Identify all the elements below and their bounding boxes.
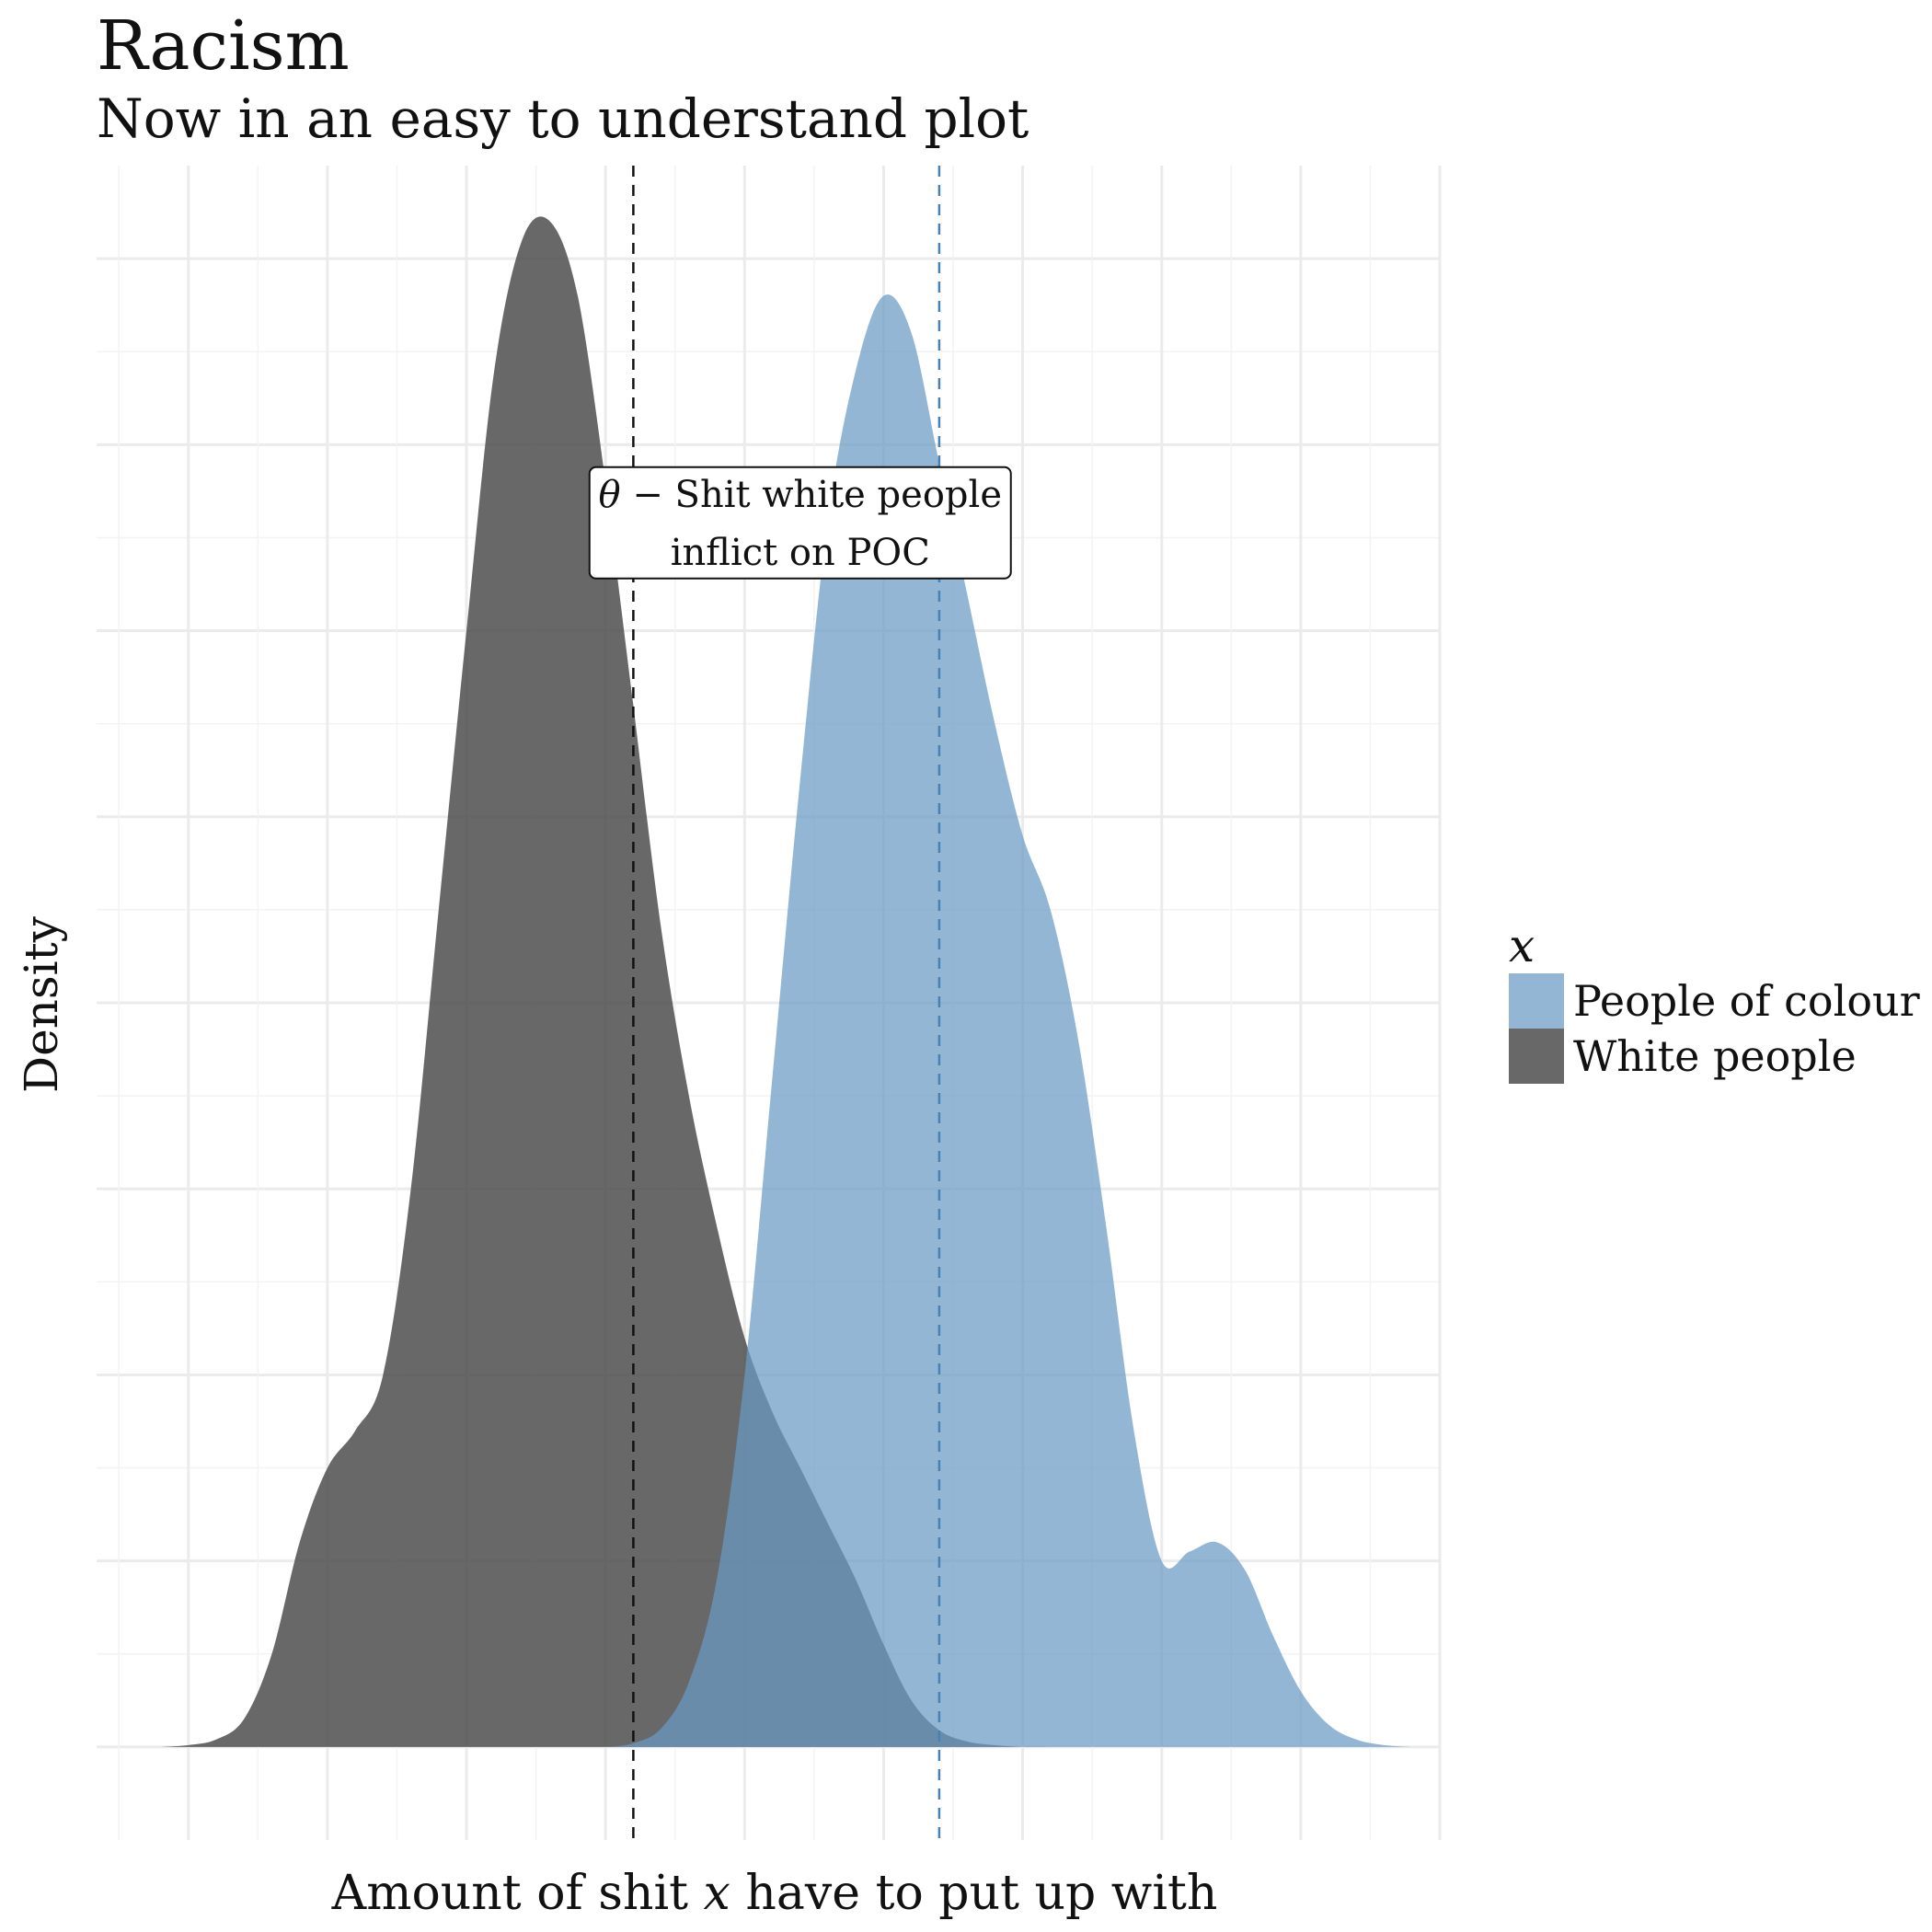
theta-symbol: θ [599,474,621,516]
x-axis-label-variable: x [704,1866,730,1921]
y-axis-label: Density [15,915,68,1093]
chart-title: Racism [97,6,350,86]
x-axis-label: Amount of shit x have to put up with [331,1866,1218,1921]
legend: x People of colour White people [1509,919,1920,1084]
legend-label-white-people: White people [1573,1031,1857,1081]
legend-swatch-people-of-colour [1509,973,1564,1029]
legend-title: x [1509,919,1535,972]
chart-subtitle: Now in an easy to understand plot [97,87,1029,150]
annotation-line-2: inflict on POC [671,532,930,574]
x-axis-label-part-1: Amount of shit [331,1866,704,1921]
annotation-line-1-text: − Shit white people [632,474,1002,516]
annotation-label: θ − Shit white people inflict on POC [588,466,1012,580]
x-axis-label-part-2: have to put up with [745,1866,1217,1921]
annotation-line-1: θ − Shit white people [599,474,1002,516]
legend-swatch-white-people [1509,1029,1564,1084]
annotation-box [588,466,1012,580]
legend-label-people-of-colour: People of colour [1573,976,1920,1026]
density-area-white-people [160,216,1079,1748]
mean-lines [632,166,941,1840]
density-area-people-of-colour [605,294,1412,1747]
density-areas [160,216,1412,1748]
